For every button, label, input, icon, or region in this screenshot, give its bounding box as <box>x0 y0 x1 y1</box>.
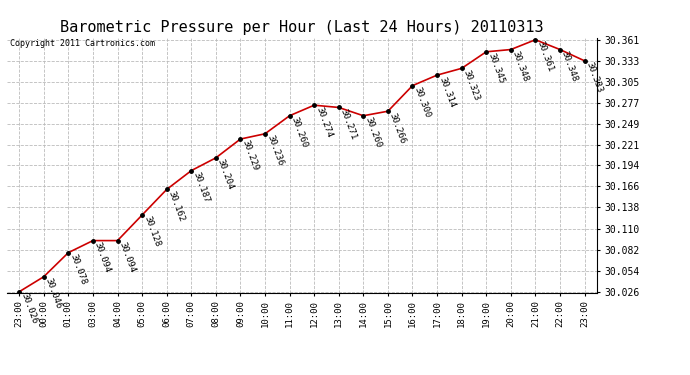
Text: 30.204: 30.204 <box>216 158 235 191</box>
Text: 30.260: 30.260 <box>364 116 383 149</box>
Text: 30.361: 30.361 <box>535 40 555 73</box>
Text: 30.266: 30.266 <box>388 111 407 145</box>
Text: 30.314: 30.314 <box>437 75 457 108</box>
Text: 30.046: 30.046 <box>43 277 63 310</box>
Text: 30.323: 30.323 <box>462 68 481 102</box>
Text: 30.094: 30.094 <box>117 241 137 274</box>
Text: 30.345: 30.345 <box>486 52 506 85</box>
Text: 30.333: 30.333 <box>584 61 604 94</box>
Text: Copyright 2011 Cartronics.com: Copyright 2011 Cartronics.com <box>10 39 155 48</box>
Text: 30.300: 30.300 <box>413 86 432 119</box>
Text: 30.094: 30.094 <box>93 241 112 274</box>
Text: 30.236: 30.236 <box>265 134 284 167</box>
Text: 30.348: 30.348 <box>560 50 580 83</box>
Text: 30.271: 30.271 <box>339 108 358 141</box>
Title: Barometric Pressure per Hour (Last 24 Hours) 20110313: Barometric Pressure per Hour (Last 24 Ho… <box>60 20 544 35</box>
Text: 30.162: 30.162 <box>167 189 186 223</box>
Text: 30.078: 30.078 <box>68 253 88 286</box>
Text: 30.128: 30.128 <box>142 215 161 248</box>
Text: 30.348: 30.348 <box>511 50 531 83</box>
Text: 30.187: 30.187 <box>191 171 210 204</box>
Text: 30.274: 30.274 <box>314 105 334 139</box>
Text: 30.260: 30.260 <box>290 116 309 149</box>
Text: 30.026: 30.026 <box>19 292 39 325</box>
Text: 30.229: 30.229 <box>240 139 260 172</box>
